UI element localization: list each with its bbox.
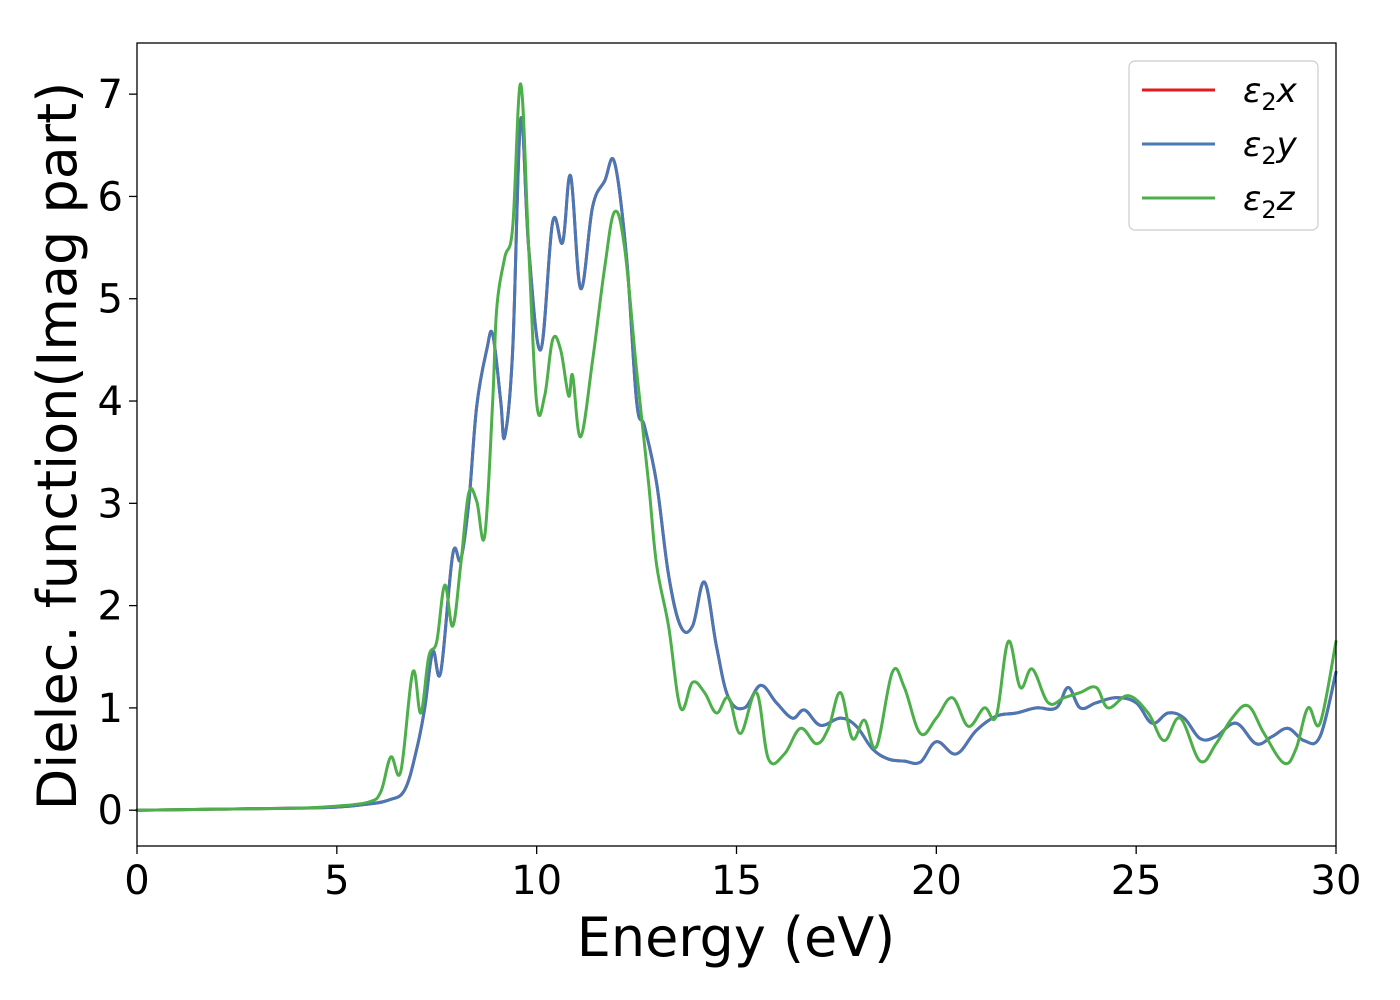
legend-label-base: ε bbox=[1243, 179, 1261, 219]
series-line-z bbox=[135, 82, 1338, 812]
y-tick-label: 5 bbox=[98, 277, 123, 323]
x-tick-label: 10 bbox=[511, 858, 562, 904]
legend-label-suffix: x bbox=[1276, 71, 1298, 111]
x-tick-label: 25 bbox=[1111, 858, 1162, 904]
y-tick-label: 4 bbox=[98, 379, 123, 425]
legend-label-suffix: y bbox=[1276, 125, 1298, 165]
series-line-y bbox=[135, 116, 1338, 812]
series-layer bbox=[135, 82, 1338, 812]
legend-label-subscript: 2 bbox=[1261, 88, 1276, 116]
y-tick-label: 2 bbox=[98, 584, 123, 630]
x-tick-label: 5 bbox=[324, 858, 349, 904]
x-tick-label: 15 bbox=[711, 858, 762, 904]
x-tick-label: 20 bbox=[911, 858, 962, 904]
legend-label-suffix: z bbox=[1276, 179, 1296, 219]
y-axis-title: Dielec. function(Imag part) bbox=[26, 82, 89, 811]
y-tick-label: 1 bbox=[98, 686, 123, 732]
legend-box bbox=[1128, 60, 1319, 231]
y-tick-label: 0 bbox=[98, 788, 123, 834]
legend-label-base: ε bbox=[1243, 125, 1261, 165]
legend-label-base: ε bbox=[1243, 71, 1261, 111]
y-tick-label: 3 bbox=[98, 481, 123, 527]
x-tick-label: 0 bbox=[124, 858, 149, 904]
legend-label-x: ε2x bbox=[1243, 71, 1298, 116]
x-axis-title: Energy (eV) bbox=[577, 906, 896, 969]
y-tick-label: 6 bbox=[98, 174, 123, 220]
legend-label-y: ε2y bbox=[1243, 125, 1298, 170]
y-tick-label: 7 bbox=[98, 72, 123, 118]
legend-label-subscript: 2 bbox=[1261, 196, 1276, 224]
y-axis-ticks: 0 1 2 3 4 5 6 7 bbox=[98, 72, 137, 834]
legend-label-subscript: 2 bbox=[1261, 142, 1276, 170]
legend-label-z: ε2z bbox=[1243, 179, 1296, 224]
x-axis-ticks: 0 5 10 15 20 25 30 bbox=[124, 846, 1361, 904]
x-tick-label: 30 bbox=[1311, 858, 1362, 904]
